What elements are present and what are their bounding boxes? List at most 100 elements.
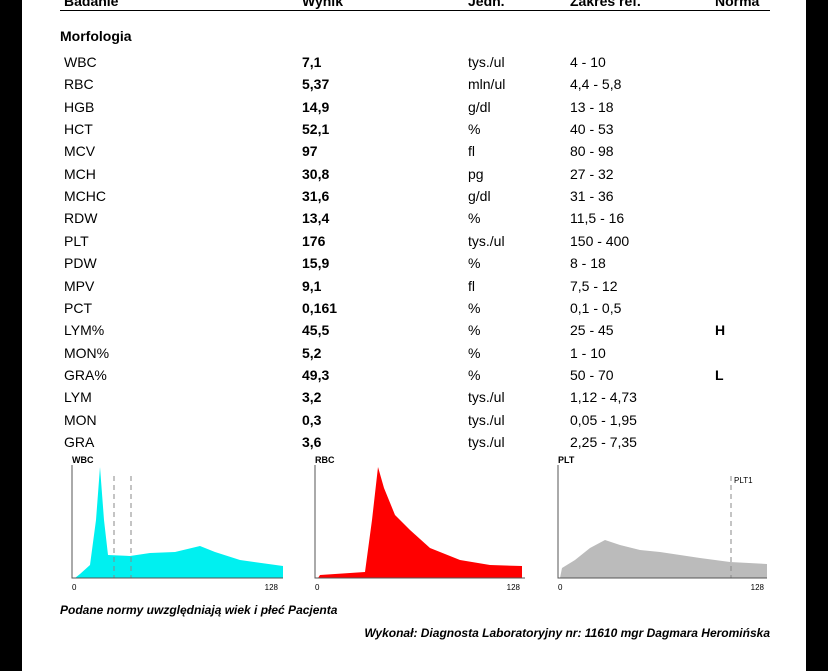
hist-min: 0 <box>72 583 77 592</box>
footer-signature: Wykonał: Diagnosta Laboratoryjny nr: 116… <box>364 626 770 640</box>
test-flag: L <box>715 366 724 383</box>
test-unit: g/dl <box>468 98 491 115</box>
test-name: HCT <box>64 121 93 138</box>
plt-curve <box>560 540 767 578</box>
hist-label: PLT <box>558 455 575 465</box>
plt-axes <box>557 465 767 579</box>
test-name: GRA% <box>64 366 107 383</box>
test-name: PLT <box>64 232 89 249</box>
column-header: Badanie <box>64 0 119 9</box>
test-unit: tys./ul <box>468 389 505 406</box>
test-name: PDW <box>64 255 97 272</box>
test-range: 1,12 - 4,73 <box>570 389 637 406</box>
test-result: 5,2 <box>302 344 322 361</box>
column-header: Norma <box>715 0 760 9</box>
rbc-histogram: RBC 0 128 <box>314 455 525 592</box>
test-name: PCT <box>64 299 92 316</box>
report-page: Morfologia WBC 0 128 RBC 0 128 PLT PLT1 … <box>22 0 806 671</box>
hist-label: RBC <box>315 455 335 465</box>
test-unit: mln/ul <box>468 76 506 93</box>
hist-max: 128 <box>507 583 521 592</box>
test-name: MCHC <box>64 188 106 205</box>
test-range: 150 - 400 <box>570 232 630 249</box>
test-range: 11,5 - 16 <box>570 210 625 227</box>
test-unit: fl <box>468 143 475 160</box>
wbc-histogram: WBC 0 128 <box>71 455 283 592</box>
test-name: LYM% <box>64 322 105 339</box>
test-range: 80 - 98 <box>570 143 614 160</box>
test-unit: fl <box>468 277 475 294</box>
test-range: 0,05 - 1,95 <box>570 411 637 428</box>
test-unit: tys./ul <box>468 54 505 70</box>
test-range: 50 - 70 <box>570 366 614 383</box>
test-unit: pg <box>468 165 484 182</box>
histograms: WBC 0 128 RBC 0 128 PLT PLT1 0 128 <box>71 455 767 592</box>
test-range: 27 - 32 <box>570 165 614 182</box>
hist-label: WBC <box>72 455 94 465</box>
column-header: Zakres ref. <box>570 0 641 9</box>
test-unit: tys./ul <box>468 433 505 450</box>
test-range: 1 - 10 <box>570 344 606 361</box>
test-result: 97 <box>302 143 318 160</box>
hist-min: 0 <box>558 583 563 592</box>
test-name: HGB <box>64 98 95 115</box>
test-flag: H <box>715 322 726 339</box>
hist-marker: PLT1 <box>734 476 753 485</box>
wbc-curve <box>75 467 283 578</box>
test-unit: % <box>468 299 481 316</box>
test-result: 14,9 <box>302 98 330 115</box>
section-title: Morfologia <box>60 28 132 44</box>
test-unit: % <box>468 121 481 138</box>
hist-max: 128 <box>265 583 279 592</box>
test-unit: tys./ul <box>468 411 505 428</box>
test-name: MPV <box>64 277 95 294</box>
plt-histogram: PLT PLT1 0 128 <box>557 455 767 592</box>
test-result: 7,1 <box>302 54 322 70</box>
test-result: 9,1 <box>302 277 322 294</box>
test-unit: g/dl <box>468 188 491 205</box>
test-name: MCV <box>64 143 96 160</box>
test-name: MON% <box>64 344 110 361</box>
test-range: 25 - 45 <box>570 322 614 339</box>
test-unit: % <box>468 344 481 361</box>
test-range: 8 - 18 <box>570 255 606 272</box>
test-range: 4 - 10 <box>570 54 606 70</box>
test-unit: % <box>468 255 481 272</box>
test-range: 13 - 18 <box>570 98 614 115</box>
hist-min: 0 <box>315 583 320 592</box>
rbc-axes <box>314 465 525 579</box>
test-result: 176 <box>302 232 326 249</box>
test-name: LYM <box>64 389 92 406</box>
test-range: 2,25 - 7,35 <box>570 433 637 450</box>
test-unit: % <box>468 210 481 227</box>
test-unit: % <box>468 322 481 339</box>
test-name: GRA <box>64 433 95 450</box>
hist-max: 128 <box>751 583 765 592</box>
test-range: 4,4 - 5,8 <box>570 76 622 93</box>
test-result: 3,6 <box>302 433 322 450</box>
test-name: MCH <box>64 165 96 182</box>
test-result: 15,9 <box>302 255 330 272</box>
test-result: 31,6 <box>302 188 330 205</box>
rbc-curve <box>318 467 522 578</box>
test-result: 3,2 <box>302 389 322 406</box>
test-result: 5,37 <box>302 76 330 93</box>
test-result: 13,4 <box>302 210 330 227</box>
test-range: 0,1 - 0,5 <box>570 299 622 316</box>
wbc-axes <box>71 465 283 579</box>
test-name: MON <box>64 411 97 428</box>
test-name: RDW <box>64 210 98 227</box>
test-result: 30,8 <box>302 165 330 182</box>
test-name: RBC <box>64 76 94 93</box>
column-header: Jedn. <box>468 0 505 9</box>
column-header: Wynik <box>302 0 343 9</box>
test-range: 31 - 36 <box>570 188 614 205</box>
test-name: WBC <box>64 54 97 70</box>
test-unit: tys./ul <box>468 232 505 249</box>
test-unit: % <box>468 366 481 383</box>
test-result: 45,5 <box>302 322 330 339</box>
test-result: 49,3 <box>302 366 330 383</box>
footer-note: Podane normy uwzględniają wiek i płeć Pa… <box>60 603 338 617</box>
test-range: 7,5 - 12 <box>570 277 618 294</box>
